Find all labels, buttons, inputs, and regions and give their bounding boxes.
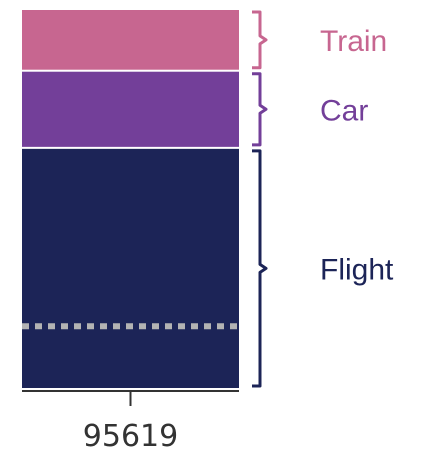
segment-label-train: Train: [320, 25, 387, 58]
segment-label-flight: Flight: [320, 253, 394, 286]
bar-segment-car: [22, 71, 239, 147]
bracket-flight: [252, 149, 268, 388]
bar-stack: [22, 10, 239, 388]
segment-brackets: Flight Car Train: [252, 10, 394, 388]
bar-segment-train: [22, 10, 239, 70]
segment-label-car: Car: [320, 94, 368, 127]
bracket-car: [252, 72, 268, 147]
bracket-train: [252, 10, 268, 70]
x-tick-label: 95619: [83, 419, 178, 454]
bar-segment-flight: [22, 148, 239, 388]
